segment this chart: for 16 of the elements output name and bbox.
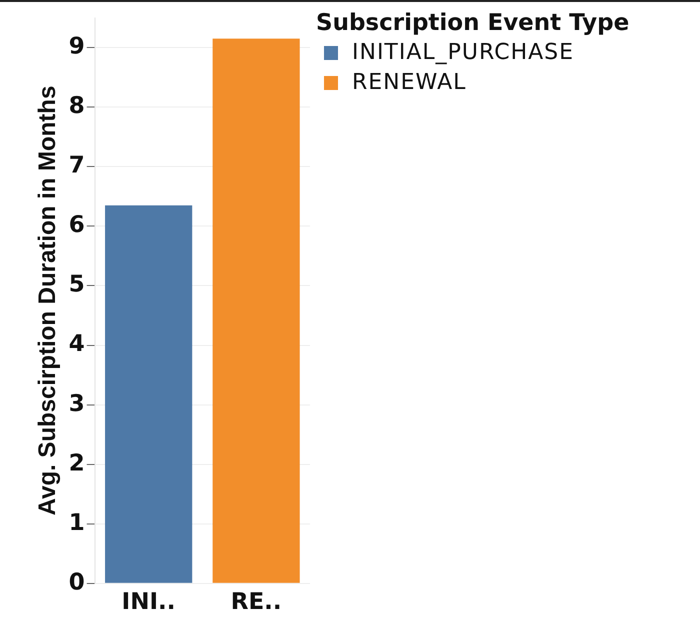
y-tick-label: 4: [68, 331, 85, 358]
legend-label: INITIAL_PURCHASE: [352, 39, 574, 67]
y-tick-label: 7: [68, 152, 85, 179]
y-tick-label: 2: [68, 450, 85, 476]
y-tick-label: 6: [68, 212, 85, 238]
x-tick-label: RE..: [230, 589, 282, 616]
y-tick-label: 8: [68, 93, 85, 120]
y-axis-title: Avg. Subscirption Duration in Months: [34, 86, 62, 516]
x-tick-label: INI..: [122, 589, 176, 616]
y-tick-label: 0: [68, 569, 85, 596]
legend-label: RENEWAL: [352, 69, 466, 97]
y-tick-label: 3: [68, 390, 85, 417]
legend-title: Subscription Event Type: [316, 9, 630, 38]
y-tick-label: 1: [68, 510, 85, 536]
y-tick-label: 9: [68, 34, 85, 60]
y-tick-label: 5: [68, 272, 85, 298]
